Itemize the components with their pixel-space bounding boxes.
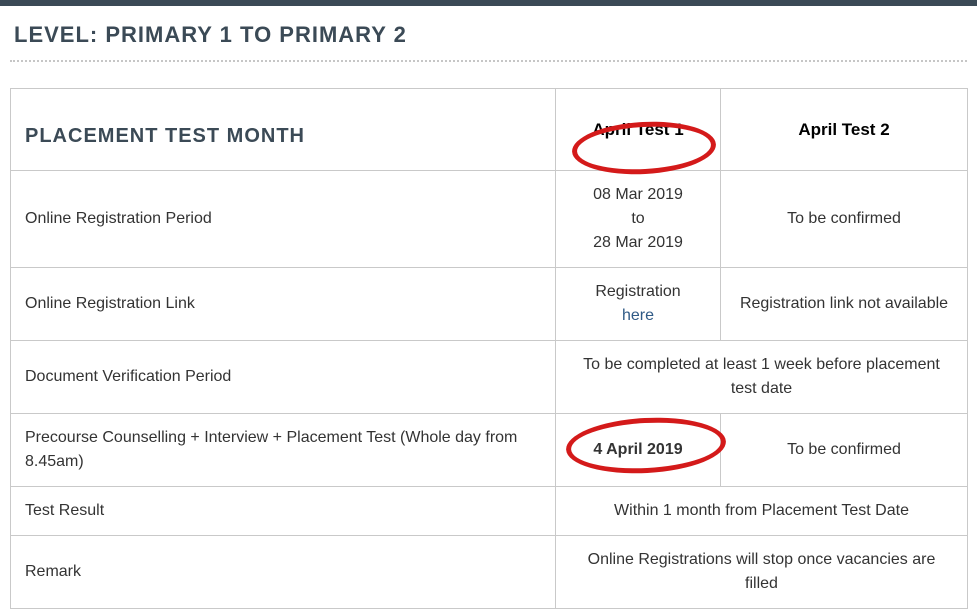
- cell-reg-link-test2: Registration link not available: [721, 268, 968, 341]
- cell-test-result-merged: Within 1 month from Placement Test Date: [556, 487, 968, 536]
- cell-reg-link-test1: Registration here: [556, 268, 721, 341]
- reg-link-prefix: Registration: [595, 283, 680, 300]
- cell-precourse-date-test1: 4 April 2019: [556, 414, 721, 487]
- page: LEVEL: PRIMARY 1 TO PRIMARY 2 PLACEMENT …: [0, 0, 977, 613]
- label-doc-verification: Document Verification Period: [11, 341, 556, 414]
- row-remark: Remark Online Registrations will stop on…: [11, 536, 968, 609]
- reg-to: to: [631, 210, 644, 227]
- cell-doc-verification-merged: To be completed at least 1 week before p…: [556, 341, 968, 414]
- label-registration-period: Online Registration Period: [11, 171, 556, 268]
- cell-reg-period-test2: To be confirmed: [721, 171, 968, 268]
- reg-end-date: 28 Mar 2019: [593, 234, 683, 251]
- label-remark: Remark: [11, 536, 556, 609]
- dotted-divider: [10, 60, 967, 62]
- header-april-test-2: April Test 2: [721, 89, 968, 171]
- label-registration-link: Online Registration Link: [11, 268, 556, 341]
- row-document-verification: Document Verification Period To be compl…: [11, 341, 968, 414]
- level-heading: LEVEL: PRIMARY 1 TO PRIMARY 2: [10, 22, 967, 48]
- row-precourse: Precourse Counselling + Interview + Plac…: [11, 414, 968, 487]
- table-header-row: PLACEMENT TEST MONTH April Test 1 April …: [11, 89, 968, 171]
- label-precourse: Precourse Counselling + Interview + Plac…: [11, 414, 556, 487]
- cell-reg-period-test1: 08 Mar 2019 to 28 Mar 2019: [556, 171, 721, 268]
- top-accent-bar: [0, 0, 977, 6]
- header-april-test-1: April Test 1: [556, 89, 721, 171]
- registration-here-link[interactable]: here: [622, 307, 654, 324]
- reg-start-date: 08 Mar 2019: [593, 186, 683, 203]
- placement-test-table: PLACEMENT TEST MONTH April Test 1 April …: [10, 88, 968, 609]
- header-month: PLACEMENT TEST MONTH: [11, 89, 556, 171]
- cell-remark-merged: Online Registrations will stop once vaca…: [556, 536, 968, 609]
- row-online-registration-period: Online Registration Period 08 Mar 2019 t…: [11, 171, 968, 268]
- row-test-result: Test Result Within 1 month from Placemen…: [11, 487, 968, 536]
- label-test-result: Test Result: [11, 487, 556, 536]
- cell-precourse-date-test2: To be confirmed: [721, 414, 968, 487]
- row-online-registration-link: Online Registration Link Registration he…: [11, 268, 968, 341]
